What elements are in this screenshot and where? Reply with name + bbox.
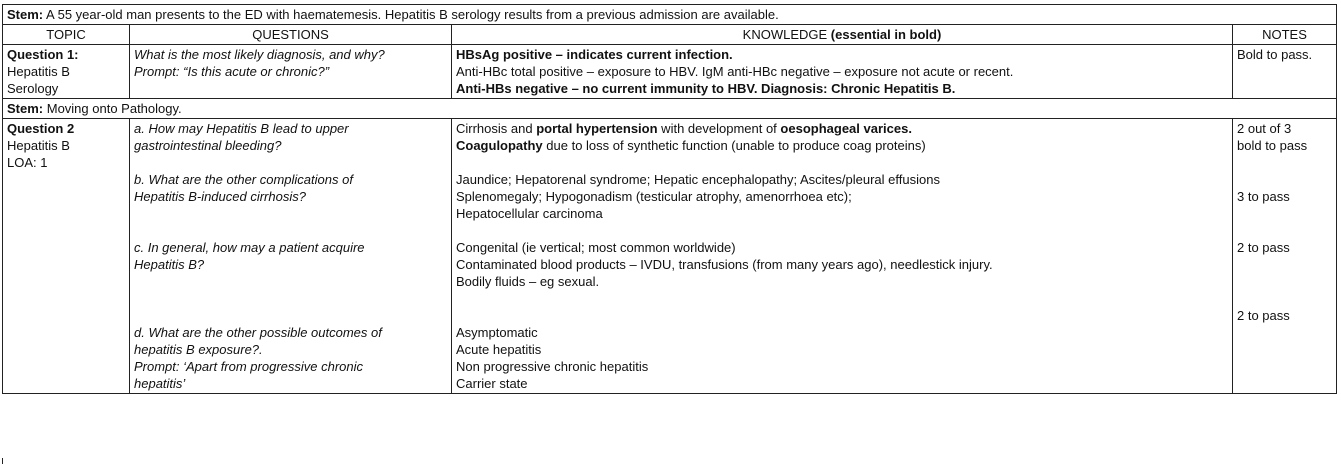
header-notes: NOTES <box>1231 24 1338 45</box>
q2a-question-line-1: a. How may Hepatitis B lead to upper <box>134 121 349 136</box>
q2a-notes-line-2: bold to pass <box>1237 138 1308 153</box>
q2n-gap-4 <box>1237 222 1332 239</box>
q1-notes-cell: Bold to pass. <box>1231 44 1338 99</box>
q2d-knowledge-line-3: Non progressive chronic hepatitis <box>456 359 649 374</box>
stem-1: Stem: A 55 year-old man presents to the … <box>1 4 1338 25</box>
q2-knowledge-cell: Cirrhosis and portal hypertension with d… <box>451 118 1233 394</box>
q2-notes-cell: 2 out of 3 bold to pass 3 to pass 2 to p… <box>1231 118 1338 394</box>
q2a-knowledge-line-1: Cirrhosis and portal hypertension with d… <box>456 120 1228 137</box>
q2c-knowledge-line-3: Bodily fluids – eg sexual. <box>456 274 600 289</box>
table-continuation-edge <box>2 458 1337 464</box>
q2n-gap-5 <box>1237 256 1332 273</box>
stem-2: Stem: Moving onto Pathology. <box>1 98 1338 119</box>
q2a-k1-mid: with development of <box>657 121 781 136</box>
q2k-gap-1 <box>456 154 1228 171</box>
q2a-k2-coagulopathy: Coagulopathy <box>456 138 543 153</box>
q2n-gap-1 <box>1237 154 1332 171</box>
stem-2-label: Stem: <box>7 101 44 116</box>
q2c-knowledge-line-2: Contaminated blood products – IVDU, tran… <box>456 257 993 272</box>
q2b-question-line-2: Hepatitis B-induced cirrhosis? <box>134 189 306 204</box>
q2d-prompt-line-1: Prompt: ‘Apart from progressive chronic <box>134 359 364 374</box>
q2c-question-line-1: c. In general, how may a patient acquire <box>134 240 365 255</box>
q2a-knowledge-line-2: Coagulopathy due to loss of synthetic fu… <box>456 137 1228 154</box>
q2-topic-line-3: LOA: 1 <box>7 155 48 170</box>
q2-topic-title: Question 2 <box>7 121 75 136</box>
q2d-knowledge-line-1: Asymptomatic <box>456 325 538 340</box>
q2n-gap-6 <box>1237 273 1332 290</box>
q1-knowledge-line-2: Anti-HBc total positive – exposure to HB… <box>456 64 1014 79</box>
q1-topic-cell: Question 1: Hepatitis B Serology <box>2 44 130 99</box>
q2a-k1-portal-hypertension: portal hypertension <box>536 121 658 136</box>
header-knowledge: KNOWLEDGE (essential in bold) <box>451 24 1233 45</box>
q2c-question-line-2: Hepatitis B? <box>134 257 205 272</box>
q1-knowledge-cell: HBsAg positive – indicates current infec… <box>451 44 1233 99</box>
q2-topic-line-2: Hepatitis B <box>7 138 70 153</box>
q2d-prompt-line-2: hepatitis’ <box>134 376 186 391</box>
q2-gap-5 <box>134 290 447 307</box>
q2c-notes: 2 to pass <box>1237 240 1290 255</box>
q2n-gap-2 <box>1237 171 1332 188</box>
q2d-notes: 2 to pass <box>1237 308 1290 323</box>
q2d-knowledge-line-4: Carrier state <box>456 376 528 391</box>
q1-topic-title: Question 1: <box>7 47 79 62</box>
stem-2-text: Moving onto Pathology. <box>43 101 182 116</box>
q1-question: What is the most likely diagnosis, and w… <box>134 47 385 62</box>
q2-gap-3 <box>134 222 447 239</box>
q2-topic-cell: Question 2 Hepatitis B LOA: 1 <box>2 118 130 394</box>
q2n-gap-3 <box>1237 205 1332 222</box>
q2b-question-line-1: b. What are the other complications of <box>134 172 353 187</box>
header-knowledge-bold: (essential in bold) <box>830 27 942 42</box>
q2a-k2-rest: due to loss of synthetic function (unabl… <box>542 138 926 153</box>
stem-row-1: Stem: A 55 year-old man presents to the … <box>1 4 1338 25</box>
header-row: TOPIC QUESTIONS KNOWLEDGE (essential in … <box>2 24 1338 45</box>
stem-1-text: A 55 year-old man presents to the ED wit… <box>43 7 779 22</box>
q2-gap-4 <box>134 273 447 290</box>
q2k-gap-2 <box>456 222 1228 239</box>
q2c-knowledge-line-1: Congenital (ie vertical; most common wor… <box>456 240 736 255</box>
exam-table: Stem: A 55 year-old man presents to the … <box>1 4 1338 394</box>
q2n-gap-7 <box>1237 290 1332 307</box>
stem-row-2: Stem: Moving onto Pathology. <box>1 98 1338 119</box>
question-1-row: Question 1: Hepatitis B Serology What is… <box>2 44 1338 99</box>
header-knowledge-plain: KNOWLEDGE <box>742 27 831 42</box>
q2-gap-2 <box>134 205 447 222</box>
q2b-notes: 3 to pass <box>1237 189 1290 204</box>
q2k-gap-4 <box>456 307 1228 324</box>
q1-topic-line-2: Hepatitis B <box>7 64 70 79</box>
q1-questions-cell: What is the most likely diagnosis, and w… <box>129 44 452 99</box>
header-topic: TOPIC <box>2 24 130 45</box>
q2d-knowledge-line-2: Acute hepatitis <box>456 342 542 357</box>
q2-questions-cell: a. How may Hepatitis B lead to upper gas… <box>129 118 452 394</box>
q2b-knowledge-line-1: Jaundice; Hepatorenal syndrome; Hepatic … <box>456 172 940 187</box>
stem-1-label: Stem: <box>7 7 44 22</box>
q2a-k1-pre: Cirrhosis and <box>456 121 537 136</box>
q2a-k1-varices: oesophageal varices. <box>780 121 912 136</box>
q2b-knowledge-line-3: Hepatocellular carcinoma <box>456 206 603 221</box>
q1-topic-line-3: Serology <box>7 81 59 96</box>
q1-knowledge-line-3: Anti-HBs negative – no current immunity … <box>456 81 956 96</box>
q2b-knowledge-line-2: Splenomegaly; Hypogonadism (testicular a… <box>456 189 852 204</box>
header-questions: QUESTIONS <box>129 24 452 45</box>
q2k-gap-3 <box>456 290 1228 307</box>
q2d-question-line-1: d. What are the other possible outcomes … <box>134 325 382 340</box>
q1-prompt: Prompt: “Is this acute or chronic?” <box>134 64 330 79</box>
question-2-row: Question 2 Hepatitis B LOA: 1 a. How may… <box>2 118 1338 394</box>
q1-notes: Bold to pass. <box>1237 47 1313 62</box>
q2a-question-line-2: gastrointestinal bleeding? <box>134 138 282 153</box>
q1-knowledge-line-1: HBsAg positive – indicates current infec… <box>456 47 733 62</box>
q2-gap-1 <box>134 154 447 171</box>
q2a-notes-line-1: 2 out of 3 <box>1237 121 1292 136</box>
q2-gap-6 <box>134 307 447 324</box>
q2d-question-line-2: hepatitis B exposure?. <box>134 342 263 357</box>
